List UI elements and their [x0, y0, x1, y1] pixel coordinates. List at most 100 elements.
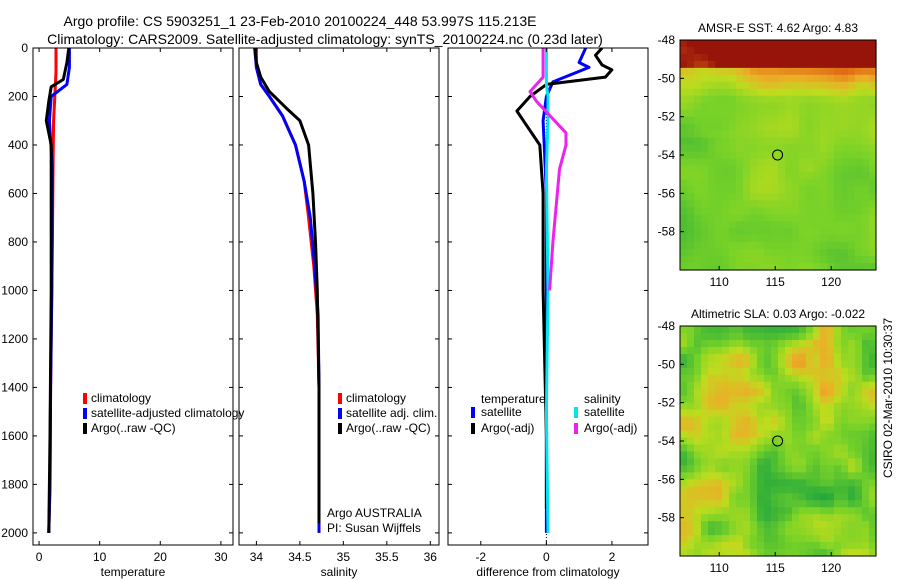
- map-cell-sst_map: [827, 88, 835, 97]
- map-cell-sst_map: [834, 193, 842, 201]
- map-cell-sst_map: [736, 221, 744, 229]
- map-cell-sst_map: [743, 165, 751, 174]
- map-cell-sla_map: [708, 542, 716, 550]
- map-cell-sla_map: [701, 514, 709, 522]
- map-cell-sla_map: [687, 374, 695, 383]
- map-cell-sst_map: [680, 67, 688, 76]
- map-cell-sst_map: [834, 60, 842, 69]
- map-cell-sst_map: [722, 95, 730, 104]
- map-cell-sla_map: [827, 374, 835, 383]
- map-cell-sst_map: [736, 186, 744, 194]
- map-cell-sst_map: [680, 200, 688, 208]
- series-group-temperature: [44, 48, 71, 533]
- map-cell-sst_map: [827, 102, 835, 111]
- map-cell-sst_map: [771, 179, 779, 187]
- x-tick-label-salinity: 34: [250, 550, 264, 564]
- map-cell-sst_map: [694, 207, 702, 215]
- map-cell-sla_map: [792, 514, 800, 522]
- map-cell-sst_map: [715, 109, 723, 118]
- map-cell-sla_map: [785, 472, 793, 480]
- map-cell-sla_map: [715, 367, 723, 376]
- map-cell-sla_map: [757, 535, 765, 543]
- map-cell-sla_map: [848, 374, 856, 383]
- map-cell-sst_map: [792, 158, 800, 167]
- map-cell-sla_map: [827, 486, 835, 494]
- map-cell-sla_map: [750, 549, 758, 557]
- map-cell-sst_map: [743, 242, 751, 250]
- map-cell-sla_map: [848, 346, 856, 355]
- map-cell-sla_map: [743, 416, 751, 425]
- map-cell-sla_map: [701, 528, 709, 536]
- map-cell-sst_map: [841, 102, 849, 111]
- map-cell-sst_map: [743, 116, 751, 125]
- map-cell-sst_map: [855, 172, 863, 180]
- map-cell-sla_map: [862, 458, 870, 466]
- map-cell-sla_map: [862, 416, 870, 425]
- map-cell-sla_map: [708, 493, 716, 501]
- map-cell-sst_map: [806, 116, 814, 125]
- map-cell-sst_map: [680, 53, 688, 62]
- map-cell-sst_map: [799, 193, 807, 201]
- map-cell-sla_map: [806, 514, 814, 522]
- map-cell-sla_map: [799, 388, 807, 397]
- map-cell-sst_map: [792, 207, 800, 215]
- map-cell-sst_map: [813, 249, 821, 257]
- map-cell-sla_map: [834, 507, 842, 515]
- map-cell-sst_map: [806, 40, 814, 48]
- map-cell-sla_map: [680, 472, 688, 480]
- map-cell-sla_map: [687, 353, 695, 362]
- map-cell-sst_map: [827, 60, 835, 69]
- map-cell-sla_map: [701, 465, 709, 473]
- map-cell-sla_map: [862, 549, 870, 557]
- map-cell-sla_map: [778, 326, 786, 334]
- map-cell-sst_map: [813, 137, 821, 146]
- map-cell-sla_map: [806, 423, 814, 432]
- map-cell-sla_map: [680, 430, 688, 439]
- map-cell-sst_map: [785, 130, 793, 139]
- map-cell-sla_map: [743, 326, 751, 334]
- map-cell-sla_map: [785, 549, 793, 557]
- map-cell-sst_map: [834, 221, 842, 229]
- map-cell-sst_map: [729, 46, 737, 55]
- map-cell-sst_map: [827, 228, 835, 236]
- map-cell-sst_map: [855, 116, 863, 125]
- map-cell-sst_map: [806, 207, 814, 215]
- map-cell-sst_map: [785, 193, 793, 201]
- map-cell-sst_map: [708, 130, 716, 139]
- map-cell-sst_map: [778, 193, 786, 201]
- map-cell-sst_map: [708, 193, 716, 201]
- map-cell-sst_map: [764, 102, 772, 111]
- map-cell-sst_map: [743, 53, 751, 62]
- map-cell-sst_map: [771, 214, 779, 222]
- map-cell-sla_map: [750, 535, 758, 543]
- map-cell-sla_map: [715, 395, 723, 404]
- map-cell-sst_map: [771, 200, 779, 208]
- map-cell-sla_map: [694, 535, 702, 543]
- map-cell-sla_map: [834, 514, 842, 522]
- map-cell-sst_map: [764, 151, 772, 160]
- map-cell-sst_map: [722, 179, 730, 187]
- map-cell-sla_map: [841, 367, 849, 376]
- map-cell-sst_map: [715, 88, 723, 97]
- map-cell-sst_map: [722, 158, 730, 167]
- map-cell-sla_map: [743, 388, 751, 397]
- map-cell-sla_map: [701, 360, 709, 369]
- map-cell-sst_map: [750, 137, 758, 146]
- map-cell-sst_map: [827, 137, 835, 146]
- map-cell-sst_map: [792, 123, 800, 132]
- map-cell-sst_map: [694, 235, 702, 243]
- map-cell-sst_map: [799, 207, 807, 215]
- map-cell-sst_map: [820, 81, 828, 90]
- profile-panel-salinity: 34 34.5 35 35.5 36salinityclimatologysatelli…: [238, 47, 440, 579]
- map-cell-sla_map: [820, 465, 828, 473]
- map-cell-sla_map: [855, 430, 863, 439]
- map-cell-sla_map: [848, 542, 856, 550]
- map-cell-sla_map: [771, 326, 779, 334]
- map-cell-sla_map: [869, 402, 877, 411]
- map-cell-sla_map: [771, 416, 779, 425]
- map-cell-sst_map: [736, 235, 744, 243]
- map-cell-sla_map: [827, 430, 835, 439]
- map-cell-sla_map: [820, 528, 828, 536]
- map-cell-sst_map: [729, 256, 737, 264]
- map-cell-sst_map: [862, 235, 870, 243]
